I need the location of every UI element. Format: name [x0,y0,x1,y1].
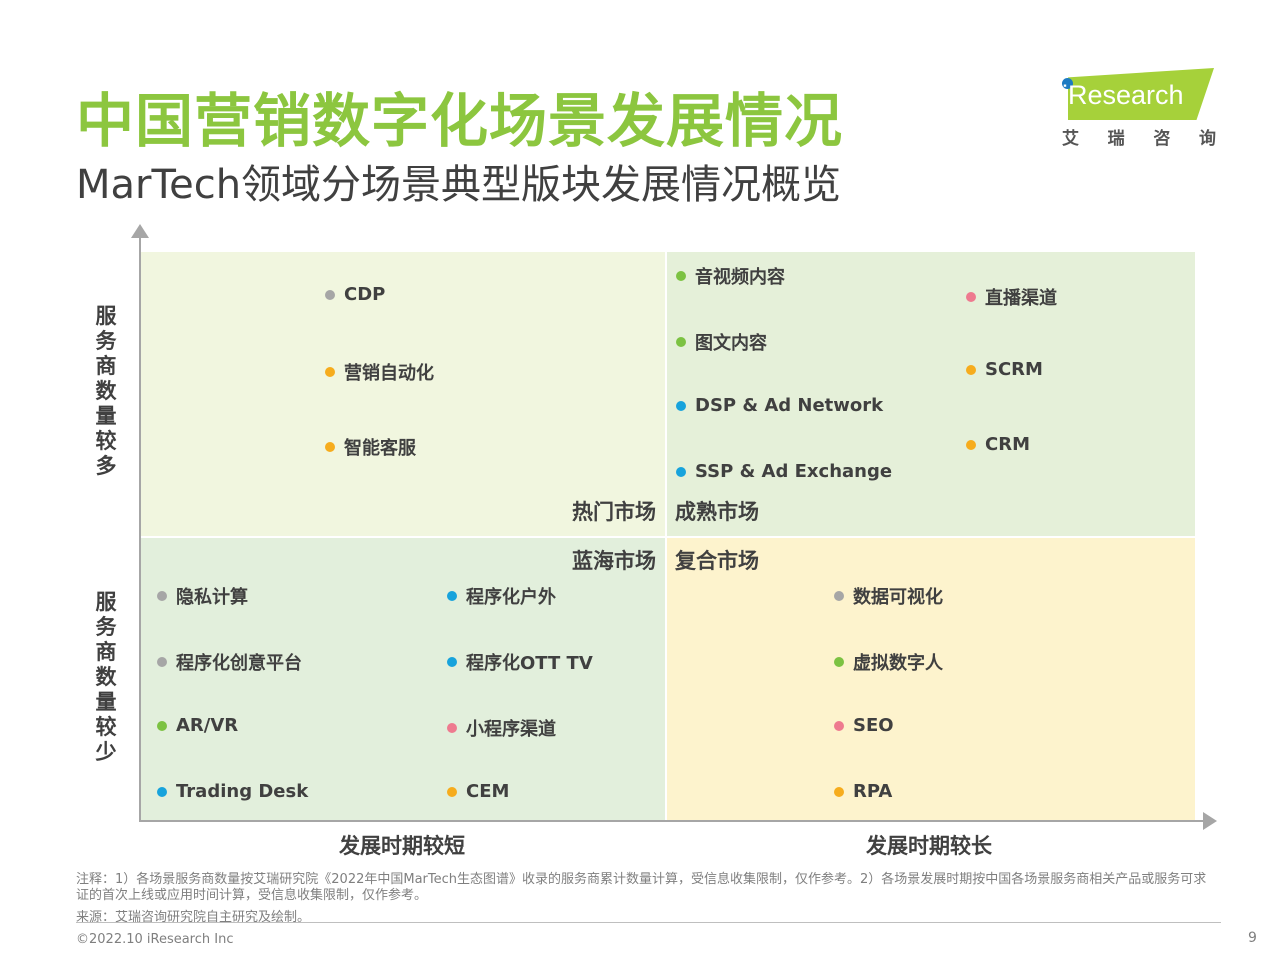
item-live-channel: 直播渠道 [966,284,1057,310]
dot-marker [966,439,976,450]
item-label: 隐私计算 [176,587,248,608]
dot-marker [447,723,457,733]
item-label: CEM [466,781,510,802]
item-privacy-computing: 隐私计算 [157,583,248,609]
logo-cn-char: 艾 [1062,129,1079,149]
x-axis-label-left: 发展时期较短 [339,834,465,858]
item-label: 音视频内容 [695,267,785,288]
item-virtual-human: 虚拟数字人 [834,649,943,675]
item-programmatic-ott: 程序化OTT TV [447,649,593,675]
item-rpa: RPA [834,781,892,802]
item-label: 程序化OTT TV [466,653,593,674]
dot-marker [676,400,686,411]
dot-marker [447,786,457,797]
item-label: 图文内容 [695,333,767,354]
item-label: SEO [853,715,894,736]
logo-cn-char: 询 [1198,129,1216,149]
y-axis [139,236,141,822]
dot-marker [157,786,167,797]
dot-marker [325,367,335,377]
item-audio-video: 音视频内容 [676,263,785,289]
logo-dot [1062,78,1073,89]
item-crm: CRM [966,434,1030,455]
item-label: 程序化创意平台 [176,653,302,674]
quadrant-label-hot: 热门市场 [572,500,656,524]
dot-marker [157,657,167,667]
logo-cn-char: 瑞 [1107,129,1125,149]
dot-marker [676,466,686,477]
item-mini-program: 小程序渠道 [447,715,556,741]
item-ar-vr: AR/VR [157,715,238,736]
item-label: DSP & Ad Network [695,395,884,416]
dot-marker [676,271,686,281]
x-axis [139,820,1205,822]
dot-marker [966,364,976,375]
item-label: 数据可视化 [853,587,943,608]
dot-marker [966,292,976,302]
iresearch-logo: iResearch 艾 瑞 咨 询 [1060,68,1220,149]
dot-marker [834,657,844,667]
item-ssp: SSP & Ad Exchange [676,461,892,482]
item-label: 智能客服 [344,438,416,459]
y-axis-label-bottom: 服务商数量较少 [95,590,117,764]
dot-marker [325,442,335,452]
quadrant-hot-market [141,252,665,536]
item-smart-service: 智能客服 [325,434,416,460]
item-label: CDP [344,284,386,305]
page-number: 9 [1248,930,1257,946]
item-trading-desk: Trading Desk [157,781,308,802]
quadrant-label-composite: 复合市场 [675,549,759,573]
item-label: 虚拟数字人 [853,653,943,674]
item-seo: SEO [834,715,894,736]
y-axis-arrow [131,224,149,238]
item-marketing-automation: 营销自动化 [325,359,434,385]
item-label: AR/VR [176,715,239,736]
dot-marker [834,591,844,601]
footnote: 注释：1）各场景服务商数量按艾瑞研究院《2022年中国MarTech生态图谱》收… [76,872,1207,903]
item-programmatic-outdoor: 程序化户外 [447,583,556,609]
item-label: CRM [985,434,1030,455]
source-note: 来源：艾瑞咨询研究院自主研究及绘制。 [76,910,311,925]
dot-marker [447,657,457,667]
item-label: 营销自动化 [344,363,434,384]
item-dsp: DSP & Ad Network [676,395,883,416]
dot-marker [325,289,335,300]
logo-brand: iResearch [1062,80,1184,110]
copyright: ©2022.10 iResearch Inc [76,932,234,947]
footer-divider [76,922,1221,923]
item-label: 直播渠道 [985,288,1057,309]
quadrant-label-mature: 成熟市场 [675,500,759,524]
item-label: Trading Desk [176,781,309,802]
page-title: 中国营销数字化场景发展情况 [76,87,844,155]
item-data-visualization: 数据可视化 [834,583,943,609]
quadrant-label-blue-ocean: 蓝海市场 [572,549,656,573]
logo-cn-char: 咨 [1153,129,1171,149]
logo-background [1068,68,1214,120]
dot-marker [676,337,686,347]
item-label: RPA [853,781,893,802]
dot-marker [447,591,457,601]
item-label: SCRM [985,359,1043,380]
dot-marker [834,786,844,797]
item-label: 小程序渠道 [466,719,556,740]
item-cem: CEM [447,781,509,802]
logo-chinese-name: 艾 瑞 咨 询 [1062,124,1216,149]
item-label: 程序化户外 [466,587,556,608]
dot-marker [157,720,167,731]
y-axis-label-top: 服务商数量较多 [95,304,117,478]
item-cdp: CDP [325,284,385,305]
quadrant-composite-market [667,538,1195,820]
item-label: SSP & Ad Exchange [695,461,893,482]
dot-marker [157,591,167,601]
dot-marker [834,720,844,731]
quadrant-mature-market [667,252,1195,536]
x-axis-label-right: 发展时期较长 [866,834,992,858]
item-scrm: SCRM [966,359,1043,380]
x-axis-arrow [1203,812,1217,830]
item-image-text: 图文内容 [676,329,767,355]
quadrant-blue-ocean-market [141,538,665,820]
page-subtitle: MarTech领域分场景典型版块发展情况概览 [76,162,842,208]
item-creative-platform: 程序化创意平台 [157,649,302,675]
